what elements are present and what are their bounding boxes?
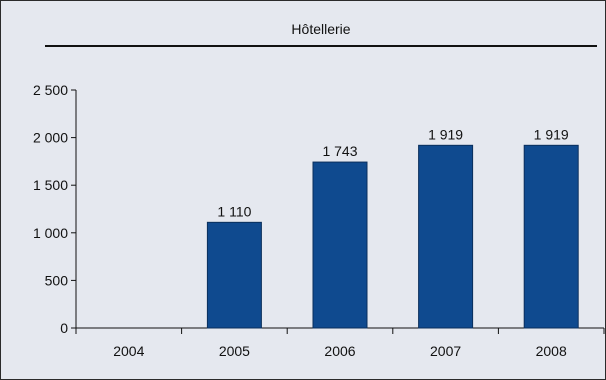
bar-value-label: 1 110 (217, 203, 251, 219)
bar-value-label: 1 743 (322, 143, 357, 159)
x-tick-label: 2008 (536, 343, 567, 359)
bar-2006 (312, 161, 368, 329)
x-tick-label: 2005 (219, 343, 250, 359)
y-tick-label: 500 (45, 272, 69, 288)
x-tick-label: 2007 (430, 343, 461, 359)
y-tick-label: 2 000 (33, 130, 68, 146)
y-tick-label: 0 (60, 320, 68, 336)
title-rule (45, 45, 597, 47)
y-tick-label: 2 500 (33, 82, 68, 98)
bar-2005 (206, 221, 262, 329)
bar-value-label: 1 919 (428, 126, 463, 142)
x-tick-label: 2006 (324, 343, 355, 359)
y-tick-label: 1 000 (33, 225, 68, 241)
y-tick-label: 1 500 (33, 177, 68, 193)
x-tick-label: 2004 (113, 343, 144, 359)
bar-value-label: 1 919 (534, 126, 569, 142)
bar-2008 (523, 144, 579, 329)
chart-title: Hôtellerie (291, 21, 351, 37)
bar-2007 (418, 144, 474, 329)
